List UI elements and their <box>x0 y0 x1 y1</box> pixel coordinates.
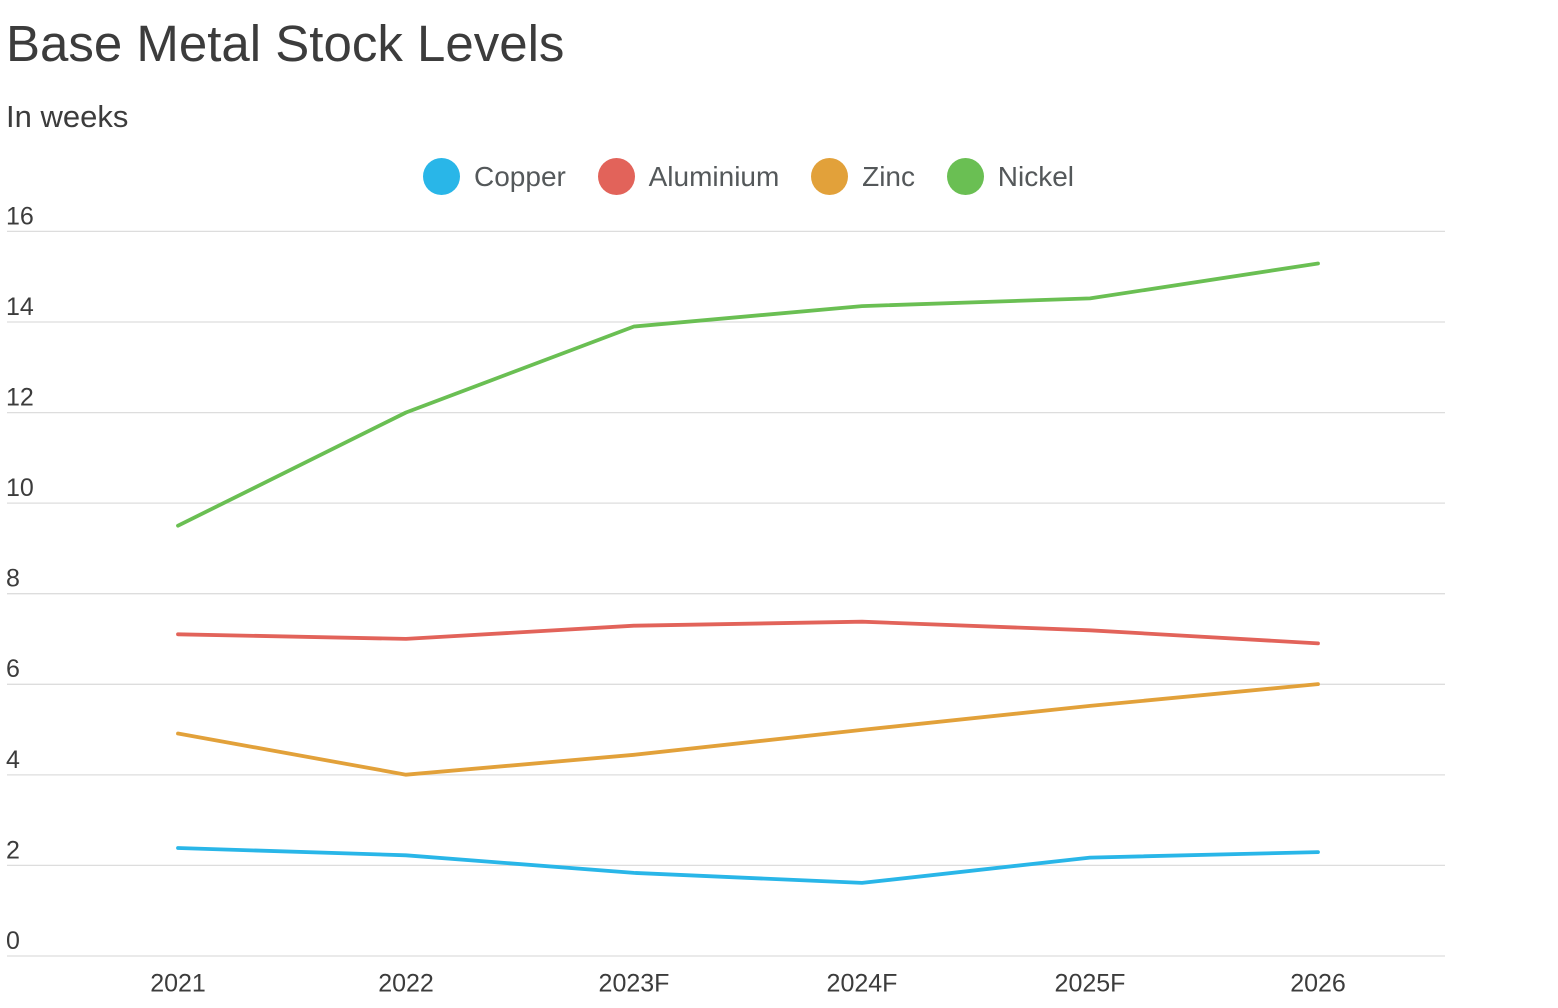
svg-text:2022: 2022 <box>378 970 434 998</box>
svg-text:16: 16 <box>6 202 34 230</box>
svg-text:0: 0 <box>6 927 20 955</box>
svg-text:2025F: 2025F <box>1055 970 1126 998</box>
svg-text:6: 6 <box>6 655 20 683</box>
svg-text:2024F: 2024F <box>827 970 898 998</box>
svg-text:2021: 2021 <box>150 970 206 998</box>
svg-text:12: 12 <box>6 384 34 412</box>
svg-text:4: 4 <box>6 746 20 774</box>
svg-text:2026: 2026 <box>1290 970 1346 998</box>
svg-text:8: 8 <box>6 565 20 593</box>
svg-text:2: 2 <box>6 836 20 864</box>
svg-text:10: 10 <box>6 474 34 502</box>
svg-text:2023F: 2023F <box>599 970 670 998</box>
svg-text:14: 14 <box>6 293 34 321</box>
